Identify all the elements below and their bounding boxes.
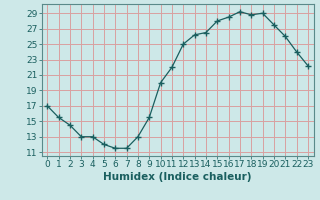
X-axis label: Humidex (Indice chaleur): Humidex (Indice chaleur)	[103, 172, 252, 182]
